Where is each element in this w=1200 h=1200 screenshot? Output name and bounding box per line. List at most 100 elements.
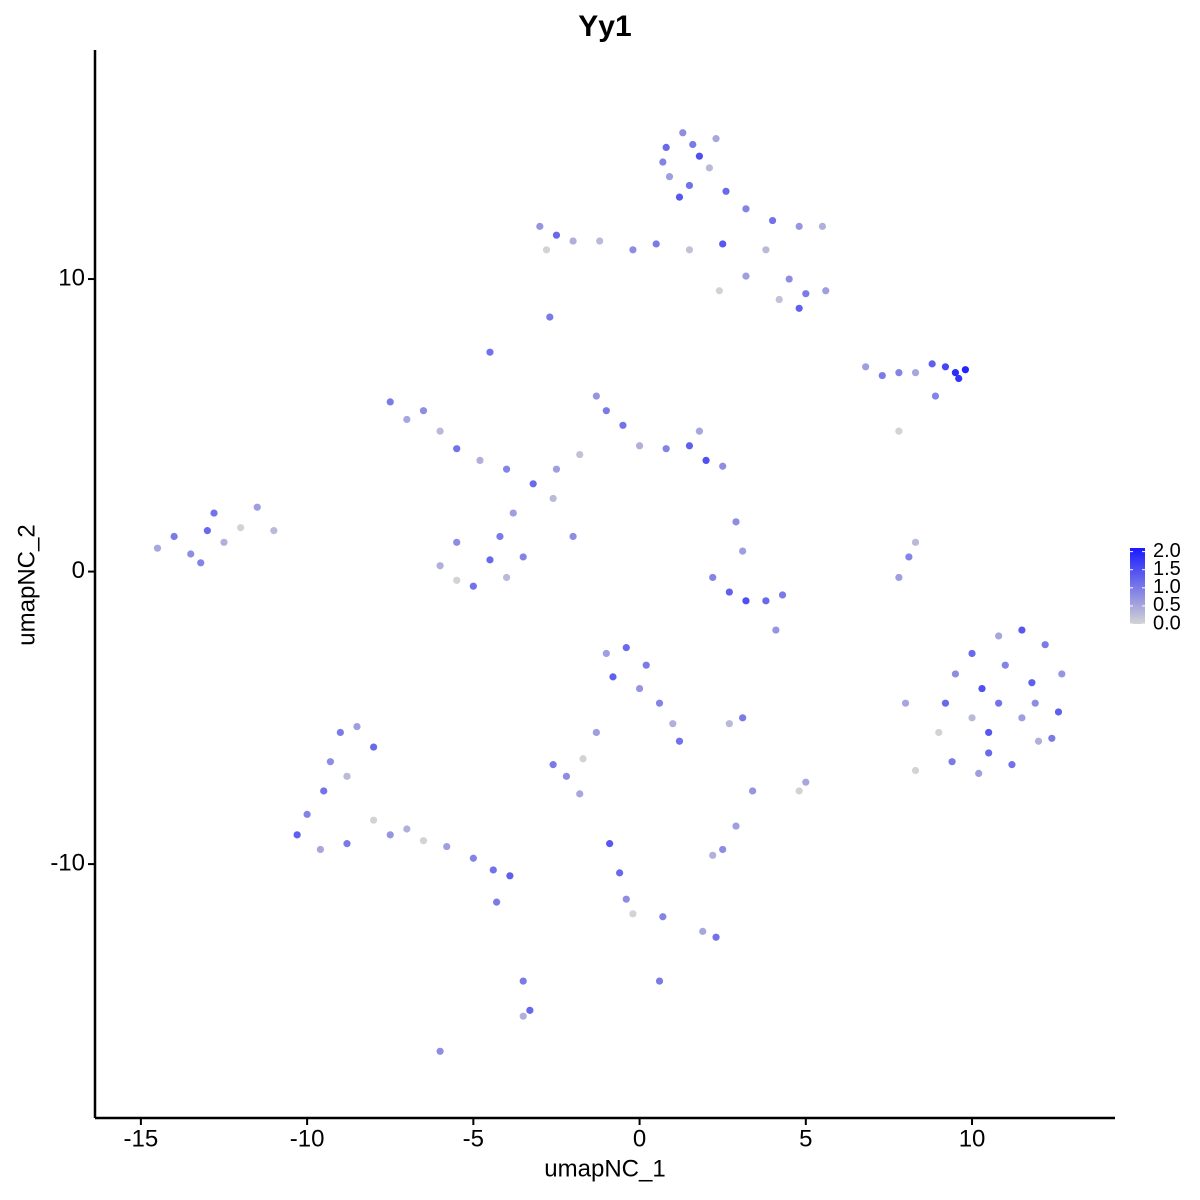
point xyxy=(519,977,527,985)
colorbar-label: 1.5 xyxy=(1153,558,1181,580)
point xyxy=(606,840,614,848)
colorbar-label: 0.0 xyxy=(1153,612,1181,634)
point xyxy=(436,427,444,435)
point xyxy=(486,556,494,564)
point xyxy=(862,363,870,371)
point xyxy=(685,246,694,254)
point xyxy=(659,913,667,921)
point xyxy=(768,216,777,225)
point xyxy=(316,845,325,854)
point xyxy=(895,427,903,435)
point xyxy=(489,866,497,874)
point xyxy=(1001,661,1009,669)
point xyxy=(941,363,950,371)
point xyxy=(616,869,624,877)
y-axis-label: umapNC_2 xyxy=(13,524,40,645)
point xyxy=(519,1012,527,1020)
point xyxy=(679,129,687,137)
point xyxy=(1028,679,1036,687)
point xyxy=(549,761,557,769)
y-tick-label: -10 xyxy=(50,849,85,876)
point xyxy=(253,503,261,511)
point xyxy=(685,181,694,190)
point xyxy=(1018,714,1026,722)
point xyxy=(675,193,684,201)
point xyxy=(552,465,561,473)
point xyxy=(579,755,587,763)
point xyxy=(795,304,803,312)
point xyxy=(210,509,218,517)
point xyxy=(725,588,733,596)
point xyxy=(675,737,684,745)
point xyxy=(353,723,361,731)
point xyxy=(772,626,780,634)
point xyxy=(778,591,787,599)
point xyxy=(203,527,211,535)
point xyxy=(629,910,637,918)
chart-title: Yy1 xyxy=(578,10,631,43)
point xyxy=(419,837,428,845)
point xyxy=(955,374,963,383)
x-tick-label: 10 xyxy=(959,1125,986,1152)
point xyxy=(403,415,411,424)
point xyxy=(802,778,810,786)
point xyxy=(303,810,311,818)
point xyxy=(436,1047,444,1055)
point xyxy=(220,538,228,546)
point xyxy=(911,369,920,377)
point xyxy=(453,576,461,584)
point xyxy=(941,699,950,707)
point xyxy=(549,494,557,503)
point xyxy=(985,728,993,737)
point xyxy=(1058,670,1066,678)
x-tick-label: 5 xyxy=(799,1125,812,1152)
point xyxy=(712,933,720,941)
point xyxy=(978,684,986,693)
point xyxy=(719,462,727,470)
point xyxy=(602,407,610,415)
point xyxy=(386,398,394,406)
point xyxy=(453,445,461,453)
point xyxy=(742,597,750,605)
point xyxy=(669,720,677,728)
point xyxy=(795,222,803,230)
point xyxy=(622,895,630,903)
x-tick-label: -10 xyxy=(290,1125,325,1152)
point xyxy=(895,369,903,377)
point xyxy=(762,246,770,254)
point xyxy=(818,222,827,230)
point xyxy=(596,237,604,245)
point xyxy=(878,371,886,380)
point xyxy=(453,538,461,546)
y-tick-label: 0 xyxy=(72,557,85,584)
point xyxy=(642,661,650,669)
point xyxy=(502,465,511,473)
point xyxy=(699,927,707,935)
point xyxy=(170,532,178,541)
point xyxy=(715,287,723,295)
point xyxy=(370,816,378,824)
point xyxy=(592,728,600,737)
point xyxy=(519,553,527,561)
point xyxy=(486,348,494,356)
point xyxy=(153,544,162,552)
point xyxy=(895,573,903,582)
point xyxy=(719,240,727,248)
point xyxy=(931,392,940,400)
point xyxy=(689,140,697,149)
point xyxy=(506,872,514,880)
point xyxy=(652,240,660,248)
colorbar-label: 1.0 xyxy=(1153,576,1181,598)
point xyxy=(293,831,301,839)
point xyxy=(629,246,637,254)
point xyxy=(370,743,378,751)
point xyxy=(526,1006,534,1014)
point xyxy=(436,562,444,570)
point xyxy=(542,246,551,254)
point xyxy=(785,275,793,283)
point xyxy=(1031,699,1039,707)
point xyxy=(722,187,730,195)
x-tick-label: -5 xyxy=(463,1125,484,1152)
point xyxy=(187,550,195,558)
